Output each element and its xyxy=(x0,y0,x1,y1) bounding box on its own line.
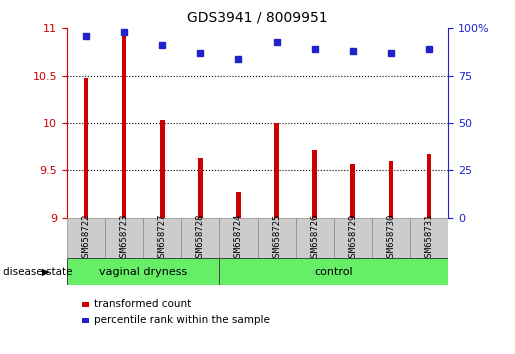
Text: GSM658730: GSM658730 xyxy=(386,214,396,262)
Bar xyxy=(334,218,372,258)
Bar xyxy=(236,192,241,218)
Bar xyxy=(258,218,296,258)
Bar xyxy=(67,218,105,258)
Bar xyxy=(351,164,355,218)
Bar xyxy=(160,120,164,218)
Bar xyxy=(219,258,448,285)
Bar xyxy=(427,154,431,218)
Text: GSM658729: GSM658729 xyxy=(348,214,357,262)
Text: control: control xyxy=(314,267,353,277)
Bar xyxy=(84,78,88,218)
Bar xyxy=(410,218,448,258)
Bar xyxy=(122,31,126,218)
Text: GSM658726: GSM658726 xyxy=(310,214,319,262)
Text: percentile rank within the sample: percentile rank within the sample xyxy=(94,315,270,325)
Bar xyxy=(389,161,393,218)
Bar xyxy=(181,218,219,258)
Bar xyxy=(372,218,410,258)
Text: transformed count: transformed count xyxy=(94,299,192,309)
Text: GSM658722: GSM658722 xyxy=(81,214,91,262)
Text: GSM658723: GSM658723 xyxy=(119,214,129,262)
Text: GSM658727: GSM658727 xyxy=(158,214,167,262)
Text: vaginal dryness: vaginal dryness xyxy=(99,267,187,277)
Bar xyxy=(313,149,317,218)
Bar xyxy=(219,218,258,258)
Text: ▶: ▶ xyxy=(42,267,50,277)
Bar xyxy=(296,218,334,258)
Bar xyxy=(274,123,279,218)
Bar xyxy=(143,218,181,258)
Text: GSM658725: GSM658725 xyxy=(272,214,281,262)
Bar xyxy=(105,218,143,258)
Text: GSM658731: GSM658731 xyxy=(424,214,434,262)
Bar xyxy=(67,258,219,285)
Text: disease state: disease state xyxy=(3,267,72,277)
Bar xyxy=(198,158,202,218)
Text: GSM658724: GSM658724 xyxy=(234,214,243,262)
Text: GSM658728: GSM658728 xyxy=(196,214,205,262)
Title: GDS3941 / 8009951: GDS3941 / 8009951 xyxy=(187,10,328,24)
